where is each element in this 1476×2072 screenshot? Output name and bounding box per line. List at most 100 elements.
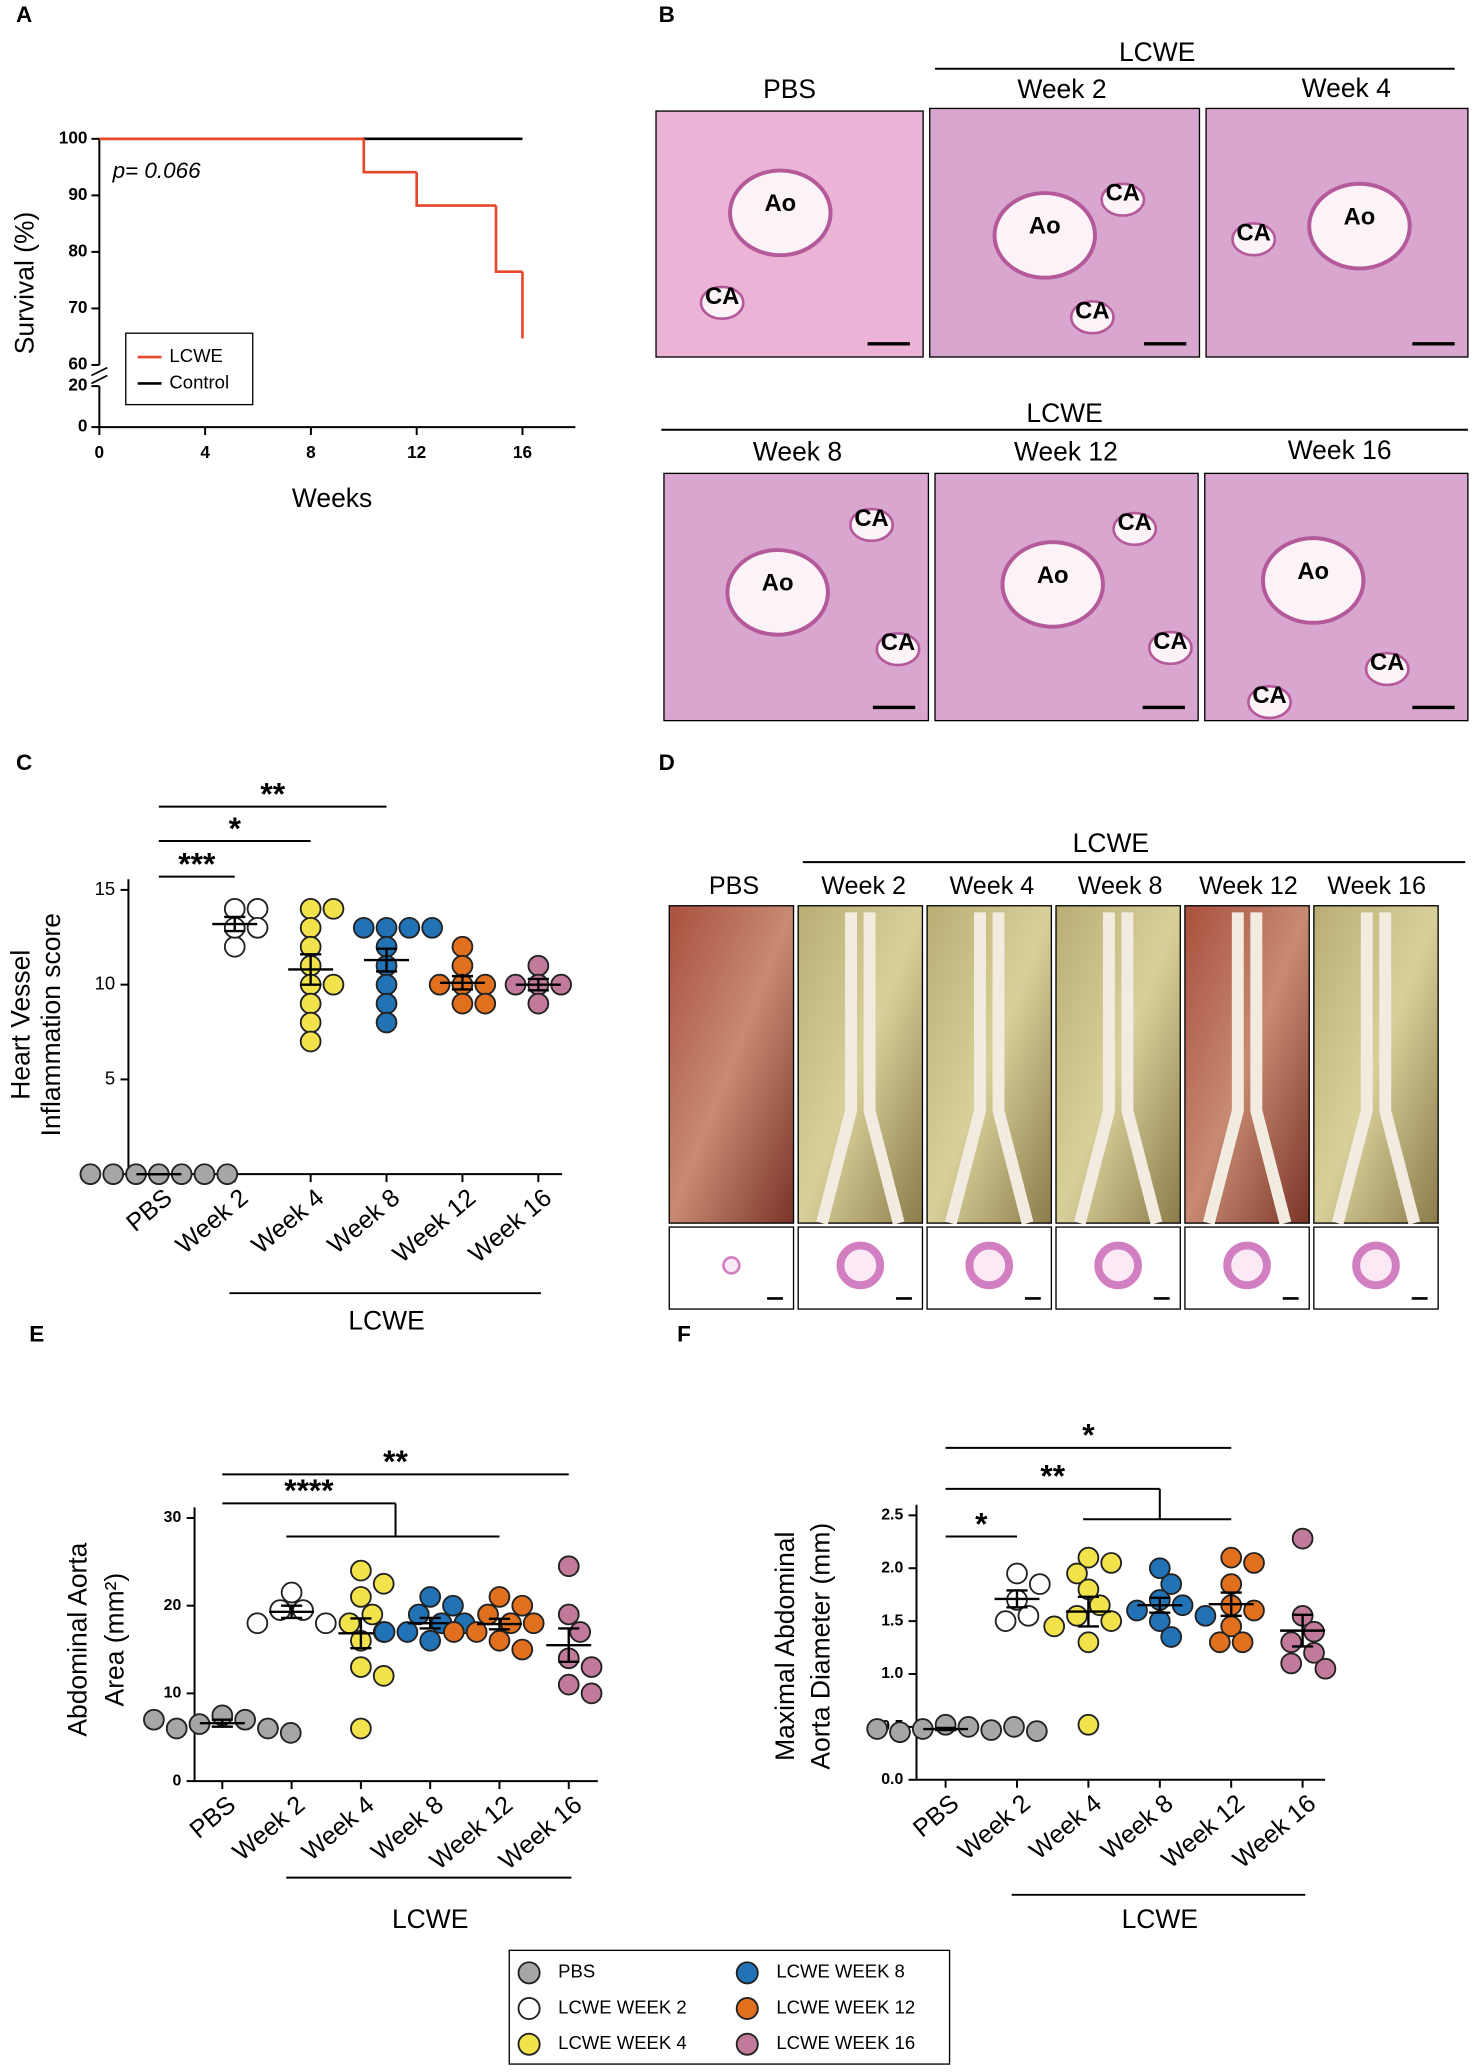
y-tick-label: 0 — [78, 416, 88, 436]
legend-label: LCWE WEEK 2 — [558, 1996, 687, 2017]
data-point — [957, 1716, 980, 1738]
x-tick-label: 0 — [95, 442, 105, 462]
vessel-label: CA — [881, 629, 915, 656]
x-tick-label: PBS — [908, 1789, 964, 1843]
y-tick-label: 100 — [59, 127, 88, 147]
data-point — [980, 1719, 1003, 1741]
sem-bar — [224, 915, 246, 933]
legend-marker — [735, 2032, 759, 2056]
data-point — [223, 935, 246, 958]
histology-title: Week 2 — [1017, 74, 1106, 104]
data-point — [143, 1708, 165, 1731]
data-point — [1220, 1546, 1243, 1569]
vessel-label: Ao — [764, 190, 796, 217]
survival-step — [362, 138, 417, 174]
sem-bar — [300, 953, 322, 986]
data-point — [1100, 1552, 1123, 1574]
comparison-bracket — [286, 1503, 500, 1538]
data-point — [373, 1621, 396, 1643]
data-point — [372, 1572, 395, 1595]
histology-title: Week 4 — [1302, 73, 1391, 103]
gross-photo — [668, 905, 795, 1224]
gross-photo — [1184, 905, 1310, 1224]
lumen — [1231, 222, 1277, 257]
data-point — [375, 973, 398, 996]
y-tick-label: 70 — [68, 297, 87, 317]
lumen — [1000, 540, 1105, 629]
data-point — [569, 1621, 591, 1643]
histology-title: Week 8 — [753, 437, 842, 467]
data-point — [165, 1717, 188, 1740]
data-point — [465, 1621, 488, 1643]
sem-bar — [375, 947, 398, 973]
data-point — [442, 1594, 464, 1617]
data-point — [299, 916, 322, 939]
x-tick-label: Week 2 — [953, 1789, 1036, 1865]
sem-bar — [935, 1726, 957, 1732]
gross-title: Week 2 — [821, 872, 906, 900]
data-point — [314, 1612, 337, 1635]
data-point — [257, 1717, 279, 1740]
sem-bar — [211, 1718, 233, 1728]
legend-label: LCWE WEEK 12 — [776, 1996, 915, 2017]
data-point — [557, 1555, 580, 1578]
data-point — [451, 954, 474, 977]
sem-bar — [527, 977, 549, 992]
sem-bar — [558, 1627, 580, 1664]
data-point — [451, 992, 474, 1015]
data-point — [866, 1718, 889, 1740]
panel-label: B — [659, 2, 675, 27]
data-point — [1220, 1573, 1243, 1595]
y-tick-label: 5 — [105, 1067, 115, 1088]
data-point — [889, 1721, 911, 1744]
data-point — [1043, 1615, 1066, 1638]
lumen — [992, 191, 1097, 280]
comparison-bracket — [1083, 1488, 1232, 1521]
data-point — [1077, 1713, 1100, 1736]
significance-label: * — [1082, 1417, 1095, 1453]
x-tick-label: Week 4 — [246, 1184, 329, 1260]
lumen — [699, 285, 745, 320]
data-point — [1066, 1562, 1088, 1585]
panel-label: F — [677, 1321, 691, 1346]
data-point — [1126, 1599, 1148, 1622]
gross-title: Week 4 — [950, 872, 1035, 900]
data-point — [421, 916, 444, 939]
y-tick-label: 20 — [68, 375, 87, 395]
significance-label: ** — [260, 775, 285, 811]
x-tick-label: PBS — [185, 1790, 241, 1844]
data-point — [488, 1586, 511, 1608]
aorta-section — [1094, 1241, 1142, 1290]
data-point — [443, 1621, 465, 1643]
data-point — [934, 1713, 957, 1736]
vessel-label: Ao — [762, 570, 794, 597]
lumen — [1247, 684, 1293, 720]
sem-bar — [419, 1616, 441, 1630]
aorta — [1074, 912, 1163, 1225]
data-point — [299, 1011, 322, 1034]
gross-title: Week 16 — [1327, 872, 1426, 900]
sem-bar — [350, 1617, 372, 1650]
sem-bar — [1077, 1595, 1099, 1628]
y-tick-label: 60 — [68, 353, 87, 373]
data-point — [580, 1656, 603, 1678]
x-tick-label: Week 4 — [297, 1790, 380, 1866]
aorta — [1202, 912, 1292, 1225]
data-point — [488, 1629, 511, 1652]
survival-step — [494, 205, 523, 273]
data-point — [1280, 1631, 1303, 1654]
data-point — [102, 1163, 125, 1186]
lumen — [849, 507, 895, 543]
legend-marker — [517, 1997, 541, 2021]
y-axis-label: Area (mm²) — [100, 1573, 130, 1707]
data-point — [375, 916, 398, 939]
gross-title: Week 8 — [1078, 872, 1163, 900]
data-point — [1243, 1552, 1265, 1574]
group-label: LCWE — [348, 1305, 424, 1335]
lumen — [1260, 536, 1366, 625]
data-point — [299, 992, 322, 1015]
annotation: p= 0.066 — [112, 158, 202, 183]
vessel-label: CA — [1370, 649, 1404, 676]
lumen — [1307, 181, 1412, 271]
